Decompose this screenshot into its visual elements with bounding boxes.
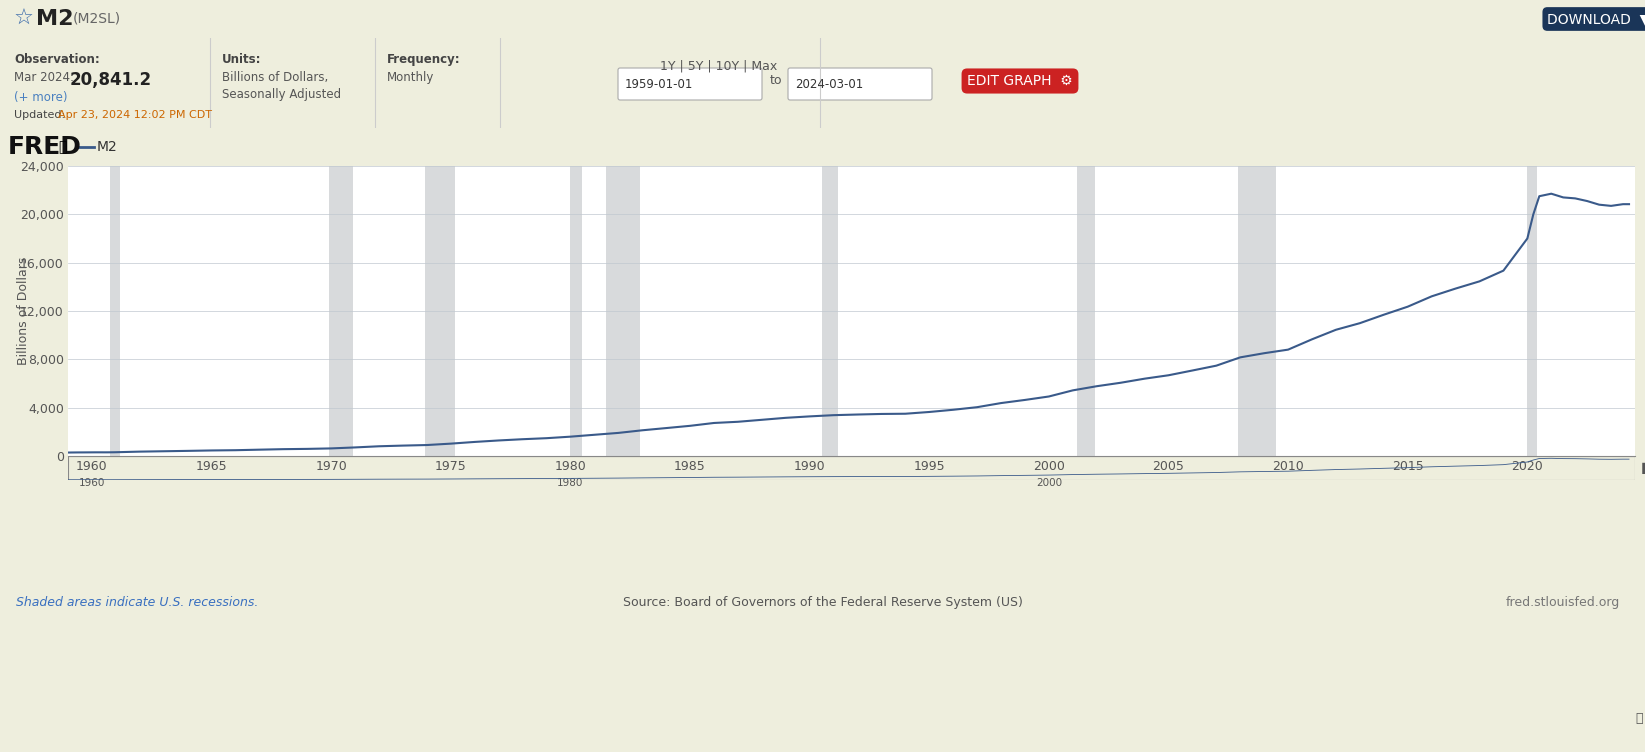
Text: Observation:: Observation: bbox=[15, 53, 100, 66]
Bar bbox=[821, 166, 837, 456]
Bar bbox=[1527, 166, 1538, 456]
Bar bbox=[110, 166, 120, 456]
Bar bbox=[329, 166, 354, 456]
Bar bbox=[1077, 166, 1096, 456]
Bar bbox=[1527, 166, 1538, 456]
Text: FRED: FRED bbox=[8, 135, 82, 159]
Text: EDIT GRAPH  ⚙: EDIT GRAPH ⚙ bbox=[967, 74, 1073, 88]
Bar bbox=[424, 166, 456, 456]
Text: DOWNLOAD  ▼: DOWNLOAD ▼ bbox=[1548, 12, 1645, 26]
Bar bbox=[821, 166, 837, 456]
Text: 1959-01-01: 1959-01-01 bbox=[625, 77, 694, 90]
Bar bbox=[110, 166, 120, 456]
Bar bbox=[1077, 166, 1096, 456]
Text: ☆: ☆ bbox=[13, 9, 33, 29]
Text: 📈: 📈 bbox=[58, 140, 66, 154]
Text: Shaded areas indicate U.S. recessions.: Shaded areas indicate U.S. recessions. bbox=[16, 596, 258, 609]
Text: (+ more): (+ more) bbox=[15, 91, 67, 104]
Text: fred.stlouisfed.org: fred.stlouisfed.org bbox=[1507, 596, 1620, 609]
FancyBboxPatch shape bbox=[788, 68, 933, 100]
Text: 20,841.2: 20,841.2 bbox=[71, 71, 151, 89]
Text: 1960: 1960 bbox=[79, 478, 105, 488]
Text: Billions of Dollars,: Billions of Dollars, bbox=[222, 71, 329, 84]
Text: ▐: ▐ bbox=[1638, 462, 1645, 474]
Text: Mar 2024:: Mar 2024: bbox=[15, 71, 74, 84]
Text: M2: M2 bbox=[97, 140, 118, 154]
Bar bbox=[607, 166, 640, 456]
Text: Frequency:: Frequency: bbox=[387, 53, 461, 66]
Text: Apr 23, 2024 12:02 PM CDT: Apr 23, 2024 12:02 PM CDT bbox=[58, 110, 212, 120]
Text: 1980: 1980 bbox=[558, 478, 584, 488]
FancyBboxPatch shape bbox=[619, 68, 762, 100]
Bar bbox=[424, 166, 456, 456]
Bar bbox=[1239, 166, 1277, 456]
Bar bbox=[329, 166, 354, 456]
Bar bbox=[1239, 166, 1277, 456]
Text: M2: M2 bbox=[36, 9, 74, 29]
Text: 1Y | 5Y | 10Y | Max: 1Y | 5Y | 10Y | Max bbox=[660, 60, 776, 73]
Text: 2000: 2000 bbox=[1036, 478, 1063, 488]
Bar bbox=[571, 166, 582, 456]
Text: Updated:: Updated: bbox=[15, 110, 69, 120]
Text: Seasonally Adjusted: Seasonally Adjusted bbox=[222, 88, 341, 101]
Text: Monthly: Monthly bbox=[387, 71, 434, 84]
Text: Units:: Units: bbox=[222, 53, 262, 66]
Bar bbox=[571, 166, 582, 456]
Text: Source: Board of Governors of the Federal Reserve System (US): Source: Board of Governors of the Federa… bbox=[622, 596, 1023, 609]
Text: to: to bbox=[770, 74, 783, 87]
Text: ⤢: ⤢ bbox=[1635, 712, 1643, 725]
Bar bbox=[607, 166, 640, 456]
Text: Billions of Dollars: Billions of Dollars bbox=[18, 257, 30, 365]
Text: (M2SL): (M2SL) bbox=[72, 12, 120, 26]
Text: 2024-03-01: 2024-03-01 bbox=[795, 77, 864, 90]
